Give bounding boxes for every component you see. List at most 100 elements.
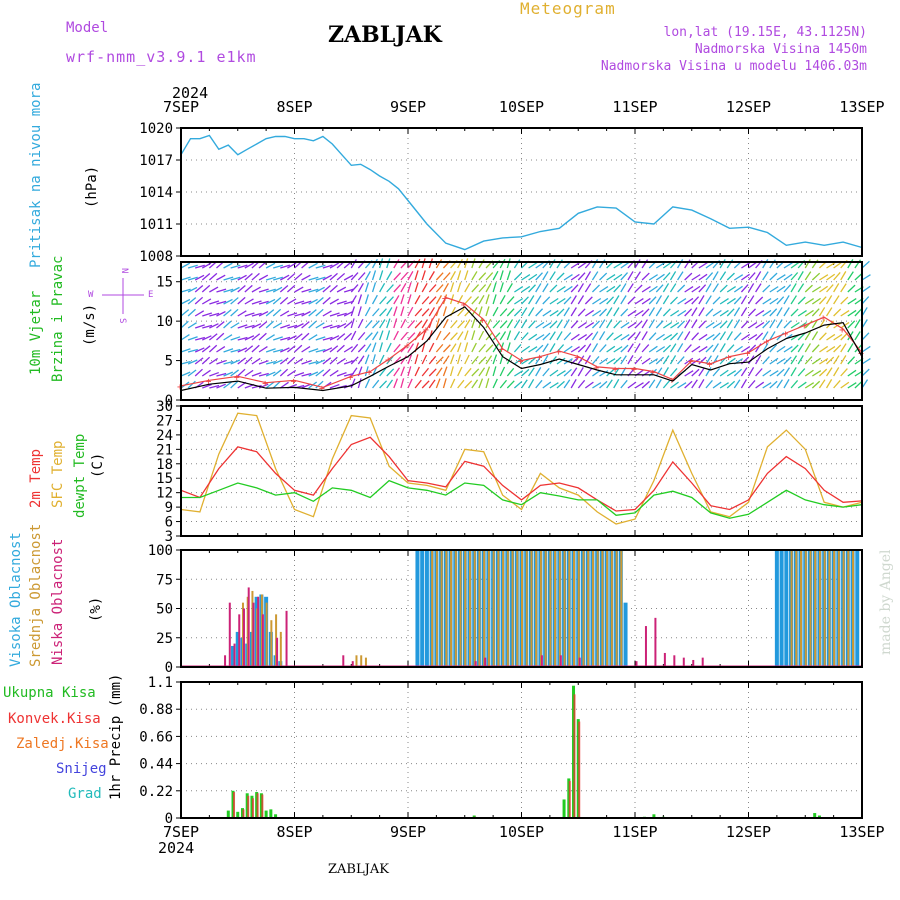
cloud-bar-1 xyxy=(596,550,599,667)
wind-barb xyxy=(783,307,790,317)
wind-barb xyxy=(301,274,311,281)
wind-barb xyxy=(528,295,535,305)
wind-barb xyxy=(371,282,377,293)
cloud-bar-2 xyxy=(484,657,487,667)
wind-barb xyxy=(357,331,366,341)
panel-frame-precip xyxy=(180,681,863,819)
wind-barb xyxy=(372,320,380,329)
wind-barb xyxy=(464,354,470,365)
wind-barb xyxy=(684,370,694,377)
wind-barb xyxy=(584,296,593,305)
wind-barb xyxy=(677,298,687,305)
wind-barb xyxy=(400,294,405,305)
wind-barb xyxy=(726,380,736,389)
wind-barb xyxy=(442,282,449,293)
cloud-bar-0 xyxy=(415,550,420,667)
wind-barb xyxy=(684,286,694,293)
wind-barb xyxy=(691,345,701,353)
wind-barb xyxy=(825,295,833,305)
wind-barb xyxy=(811,259,819,269)
wind-barb xyxy=(308,360,319,365)
xtick-label-bottom: 12SEP xyxy=(726,823,771,841)
wind-barb xyxy=(265,288,276,293)
cloud-bar-1 xyxy=(591,550,594,667)
wind-barb xyxy=(272,322,283,329)
wind-barb xyxy=(528,333,538,341)
wind-barb xyxy=(457,282,462,293)
wind-barb xyxy=(606,274,616,281)
wind-barb xyxy=(811,357,821,365)
wind-barb xyxy=(705,379,713,389)
wind-barb xyxy=(286,272,296,281)
wind-barb xyxy=(570,262,580,269)
wind-barb xyxy=(280,324,291,329)
wind-barb xyxy=(322,368,331,377)
cloud-bar-1 xyxy=(823,550,826,667)
wind-barb xyxy=(528,273,538,281)
wind-barb xyxy=(520,319,528,329)
wind-barb xyxy=(230,276,241,281)
wind-barb xyxy=(209,312,220,317)
wind-barb xyxy=(684,344,692,353)
ytick-label-wind: 5 xyxy=(165,354,173,370)
wind-barb xyxy=(223,298,233,305)
wind-barb xyxy=(542,322,552,329)
wind-barb xyxy=(336,344,345,353)
wind-barb xyxy=(549,320,558,329)
wind-barb xyxy=(329,262,339,269)
cloud-bar-1 xyxy=(818,550,821,667)
wind-barb xyxy=(442,366,448,377)
footer-station: ZABLJAK xyxy=(328,862,389,877)
wind-barb xyxy=(315,308,324,317)
wind-barb xyxy=(322,324,333,329)
wind-barb xyxy=(216,321,225,329)
wind-barb xyxy=(669,355,677,365)
wind-barb xyxy=(279,284,289,293)
wind-barb xyxy=(407,343,415,353)
wind-barb xyxy=(513,380,523,389)
wind-barb xyxy=(861,332,870,341)
wind-barb xyxy=(783,284,792,293)
wind-barb xyxy=(762,259,769,269)
wind-barb xyxy=(386,379,394,389)
wind-barb xyxy=(762,356,770,365)
cloud-bar-1 xyxy=(790,550,793,667)
wind-barb xyxy=(244,298,254,305)
wind-barb xyxy=(762,382,772,389)
wind-barb xyxy=(237,296,246,305)
wind-barb xyxy=(528,284,536,293)
cloud-bar-2 xyxy=(559,655,562,667)
wind-barb xyxy=(428,368,437,377)
ytick-label-temperature: 21 xyxy=(156,442,173,458)
wind-barb xyxy=(223,262,233,269)
wind-barb xyxy=(357,318,364,329)
wind-barb xyxy=(230,322,240,329)
product-title: Meteogram xyxy=(520,0,616,18)
cloud-bar-1 xyxy=(445,550,448,667)
wind-barb xyxy=(421,342,426,353)
wind-barb xyxy=(606,379,613,389)
wind-barb xyxy=(308,276,319,281)
wind-barb xyxy=(464,380,473,389)
wind-barb xyxy=(230,369,240,377)
wind-barb xyxy=(762,284,771,293)
wind-barb xyxy=(315,359,326,365)
wind-barb xyxy=(386,258,391,269)
wind-barb xyxy=(357,294,363,305)
wind-barb xyxy=(705,308,714,317)
wind-barb xyxy=(563,368,572,377)
wind-barb xyxy=(740,367,748,377)
wind-barb xyxy=(393,306,398,317)
wind-barb xyxy=(712,309,722,317)
wind-barb xyxy=(670,332,679,341)
wind-barb xyxy=(457,270,462,281)
wind-gust-mark: + xyxy=(499,345,505,356)
wind-barb xyxy=(599,308,608,317)
wind-barb xyxy=(265,381,275,389)
wind-barb xyxy=(733,345,743,353)
wind-barb xyxy=(811,272,821,281)
wind-barb xyxy=(322,284,331,293)
xtick-label-top: 7SEP xyxy=(163,98,199,116)
cloud-bar-2 xyxy=(285,610,288,667)
wind-barb xyxy=(514,297,524,305)
